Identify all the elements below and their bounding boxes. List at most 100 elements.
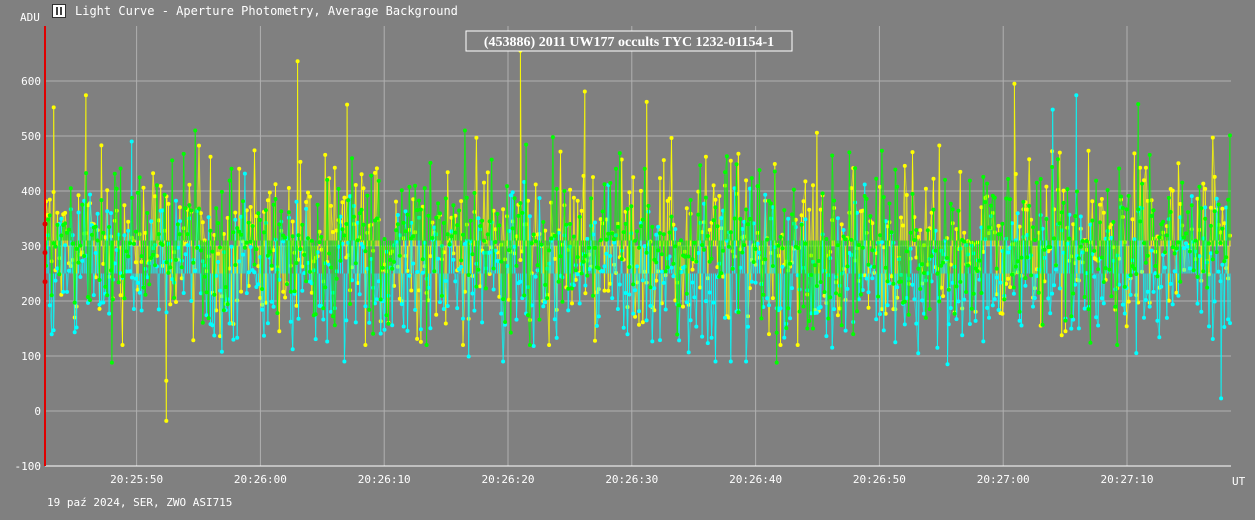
data-point <box>1019 323 1024 328</box>
data-point <box>717 194 722 198</box>
data-point <box>956 208 961 213</box>
data-point <box>394 199 398 204</box>
data-point <box>635 229 639 234</box>
data-point <box>1023 276 1028 281</box>
data-point <box>212 333 217 338</box>
data-point <box>994 266 999 271</box>
data-point <box>1044 217 1049 221</box>
data-point <box>227 321 232 326</box>
data-point <box>914 228 919 232</box>
data-point <box>832 198 837 203</box>
x-tick-label: 20:26:30 <box>605 473 658 486</box>
data-point <box>273 182 278 187</box>
data-point <box>330 314 335 319</box>
data-point <box>709 335 714 340</box>
data-point <box>1201 181 1206 186</box>
data-point <box>1120 206 1125 210</box>
data-point <box>841 234 846 239</box>
data-point <box>659 252 664 257</box>
data-point <box>260 307 265 312</box>
data-point <box>717 274 722 279</box>
data-point <box>394 228 398 233</box>
data-point <box>910 191 915 196</box>
data-point <box>824 237 829 241</box>
data-point <box>374 297 379 302</box>
data-point <box>1187 266 1192 271</box>
data-point <box>503 322 508 327</box>
data-point <box>652 308 657 313</box>
data-point <box>1208 223 1213 228</box>
data-point <box>47 213 52 218</box>
data-point <box>759 316 764 321</box>
data-point <box>294 261 299 265</box>
data-point <box>518 279 523 284</box>
data-point <box>1180 180 1185 185</box>
data-point <box>518 201 523 206</box>
data-point <box>998 232 1003 237</box>
data-point <box>63 243 68 248</box>
data-point <box>219 189 224 194</box>
data-point <box>131 241 136 246</box>
data-point <box>1076 256 1081 261</box>
data-point <box>707 290 712 295</box>
data-point <box>109 268 113 273</box>
data-point <box>883 311 888 316</box>
data-point <box>1067 236 1072 241</box>
data-point <box>470 291 475 296</box>
data-point <box>1214 196 1219 201</box>
data-point <box>987 225 991 230</box>
data-point <box>242 245 247 250</box>
data-point <box>120 343 125 347</box>
data-point <box>700 334 705 339</box>
data-point <box>935 345 940 350</box>
data-point <box>351 214 356 219</box>
y-tick-label: 100 <box>21 350 41 363</box>
data-point <box>692 295 697 300</box>
data-point <box>451 203 456 208</box>
data-point <box>904 249 909 254</box>
data-point <box>878 233 882 238</box>
data-point <box>200 320 205 325</box>
data-point <box>774 330 779 335</box>
data-point <box>908 230 913 235</box>
data-point <box>1071 317 1076 322</box>
data-point <box>801 304 806 309</box>
data-point <box>518 258 523 262</box>
data-point <box>288 319 293 324</box>
data-point <box>109 360 114 365</box>
data-point <box>571 283 576 288</box>
data-point <box>600 209 605 214</box>
data-point <box>267 190 272 195</box>
data-point <box>212 292 217 297</box>
data-point <box>642 244 647 249</box>
data-point <box>151 171 156 176</box>
data-point <box>168 302 173 307</box>
data-point <box>648 303 653 308</box>
data-point <box>350 278 354 283</box>
data-point <box>512 196 517 201</box>
data-point <box>403 209 408 214</box>
y-axis-label: ADU <box>20 11 40 24</box>
data-point <box>582 89 587 94</box>
data-point <box>47 303 52 308</box>
data-point <box>922 311 926 316</box>
data-point <box>208 154 213 159</box>
data-point <box>583 283 588 288</box>
data-point <box>581 259 586 264</box>
data-point <box>931 207 936 212</box>
data-point <box>480 320 485 325</box>
data-point <box>566 286 571 291</box>
data-point <box>120 274 125 279</box>
data-point <box>124 249 129 254</box>
data-point <box>1015 211 1020 216</box>
data-point <box>767 332 771 337</box>
data-point <box>684 206 689 211</box>
data-point <box>191 338 196 343</box>
data-point <box>300 288 305 293</box>
data-point <box>491 266 496 271</box>
data-point <box>1057 286 1062 291</box>
data-point <box>811 183 815 188</box>
data-point <box>1013 238 1018 243</box>
data-point <box>290 234 295 239</box>
